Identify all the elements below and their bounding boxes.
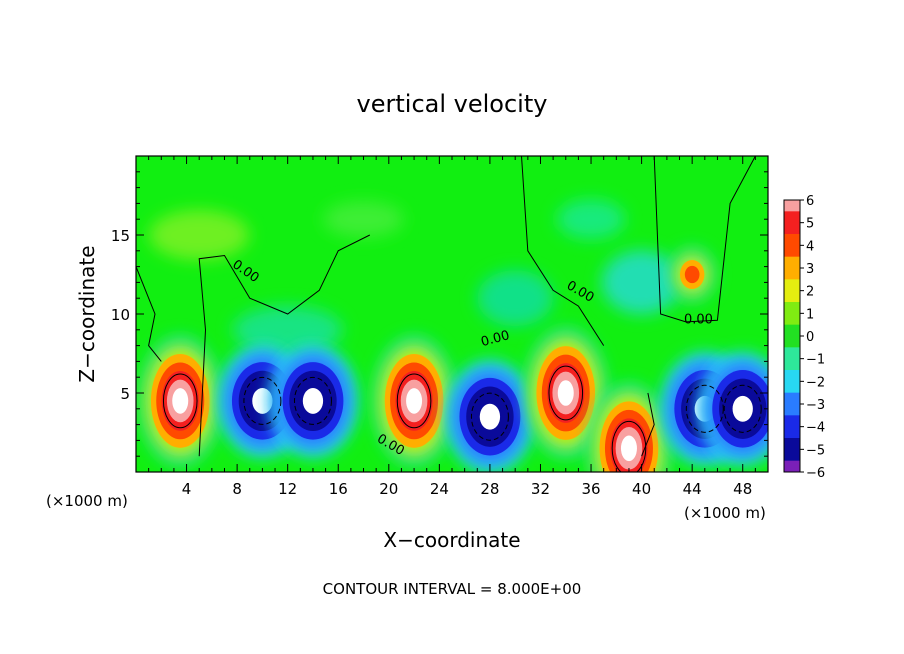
x-tick-label: 4 [182,480,192,498]
colorbar-swatch [784,302,800,314]
colorbar-tick-label: 2 [806,285,814,300]
colorbar-swatch [784,200,800,212]
colorbar-swatch [784,256,800,269]
colorbar-swatch [784,245,800,258]
contour-label: 0.00 [684,312,713,327]
velocity-cell [140,336,221,465]
colorbar-swatch [784,290,800,303]
contour-lines [136,156,762,472]
colorbar-swatch [784,234,800,246]
velocity-cell [670,248,715,301]
x-tick-label: 8 [232,480,242,498]
colorbar-tick-label: −3 [806,398,825,413]
x-tick-label: 28 [480,480,499,498]
x-tick-label: 20 [379,480,398,498]
colorbar-tick-label: 5 [806,217,814,232]
velocity-cell [588,384,669,472]
x-tick-label: 12 [278,480,297,498]
colorbar-swatch [784,211,800,224]
colorbar-swatch [784,347,800,360]
velocity-blobs [140,199,768,472]
colorbar-swatch [784,268,800,280]
x-unit-left: (×1000 m) [46,492,128,510]
colorbar-tick-label: 6 [806,194,814,209]
x-tick-label: 48 [733,480,752,498]
colorbar-swatch [784,279,800,292]
y-tick-label: 5 [120,385,130,403]
x-tick-label: 32 [531,480,550,498]
velocity-field [136,156,768,472]
colorbar-tick-label: −5 [806,443,825,458]
colorbar: 6 5 4 3 2 1 0 −1 −2 −3 −4 −5 −6 [783,194,825,481]
x-unit-right: (×1000 m) [684,504,766,522]
y-tick-label: 15 [111,227,130,245]
colorbar-swatch [784,313,800,326]
colorbar-swatch [784,426,800,439]
colorbar-swatch [784,415,800,428]
colorbar-swatch [784,336,800,348]
colorbar-swatch [784,370,800,382]
colorbar-tick-label: −1 [806,353,825,368]
colorbar-tick-label: −4 [806,421,825,436]
colorbar-swatch [784,324,800,337]
colorbar-tick-label: 0 [806,330,814,345]
x-tick-label: 16 [329,480,348,498]
contour-label: 0.00 [479,328,511,350]
x-tick-label: 40 [632,480,651,498]
colorbar-swatch [784,460,800,473]
contour-interval-note: CONTOUR INTERVAL = 8.000E+00 [323,580,582,598]
colorbar-swatch [784,358,800,371]
x-axis-label: X−coordinate [383,528,520,552]
colorbar-tick-label: 3 [806,262,814,277]
velocity-cell [268,344,357,457]
chart-title: vertical velocity [357,90,548,118]
colorbar-swatch [784,392,800,405]
velocity-cell [698,352,768,465]
y-tick-label: 10 [111,306,130,324]
colorbar-swatch [784,381,800,394]
x-tick-label: 36 [581,480,600,498]
colorbar-tick-label: 4 [806,239,814,254]
y-axis-label: Z−coordinate [75,245,99,382]
colorbar-tick-label: −2 [806,375,825,390]
colorbar-tick-label: 1 [806,307,814,322]
colorbar-swatch [784,404,800,416]
colorbar-tick-label: −6 [806,466,825,481]
x-tick-label: 24 [430,480,449,498]
velocity-cell [445,360,534,472]
colorbar-swatch [784,222,800,235]
colorbar-swatch [784,449,800,462]
colorbar-swatch [784,438,800,450]
x-tick-label: 44 [683,480,702,498]
